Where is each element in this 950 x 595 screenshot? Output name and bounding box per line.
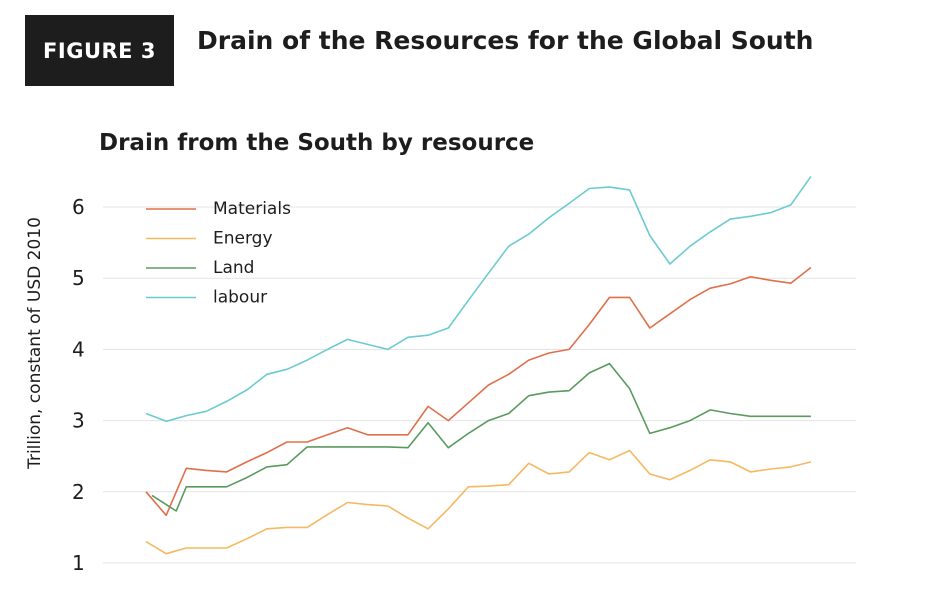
y-tick-label: 4 <box>72 337 85 361</box>
series-line-energy <box>145 449 812 555</box>
chart-title: Drain from the South by resource <box>99 130 535 156</box>
legend-label: Energy <box>213 229 273 249</box>
legend-label: Materials <box>213 199 291 219</box>
y-tick-label: 1 <box>72 551 85 575</box>
legend-label: Land <box>213 258 254 278</box>
series-line-land <box>151 362 811 512</box>
series-line-labour <box>145 175 812 423</box>
y-tick-label: 3 <box>72 409 85 433</box>
y-axis-label: Trillion, constant of USD 2010 <box>25 217 45 470</box>
figure-title: Drain of the Resources for the Global So… <box>197 26 814 55</box>
y-tick-label: 5 <box>72 266 85 290</box>
y-tick-label: 6 <box>72 195 85 219</box>
legend-label: labour <box>213 288 267 308</box>
series-line-materials <box>145 266 812 517</box>
figure-label: FIGURE 3 <box>25 15 174 86</box>
y-tick-label: 2 <box>72 480 85 504</box>
